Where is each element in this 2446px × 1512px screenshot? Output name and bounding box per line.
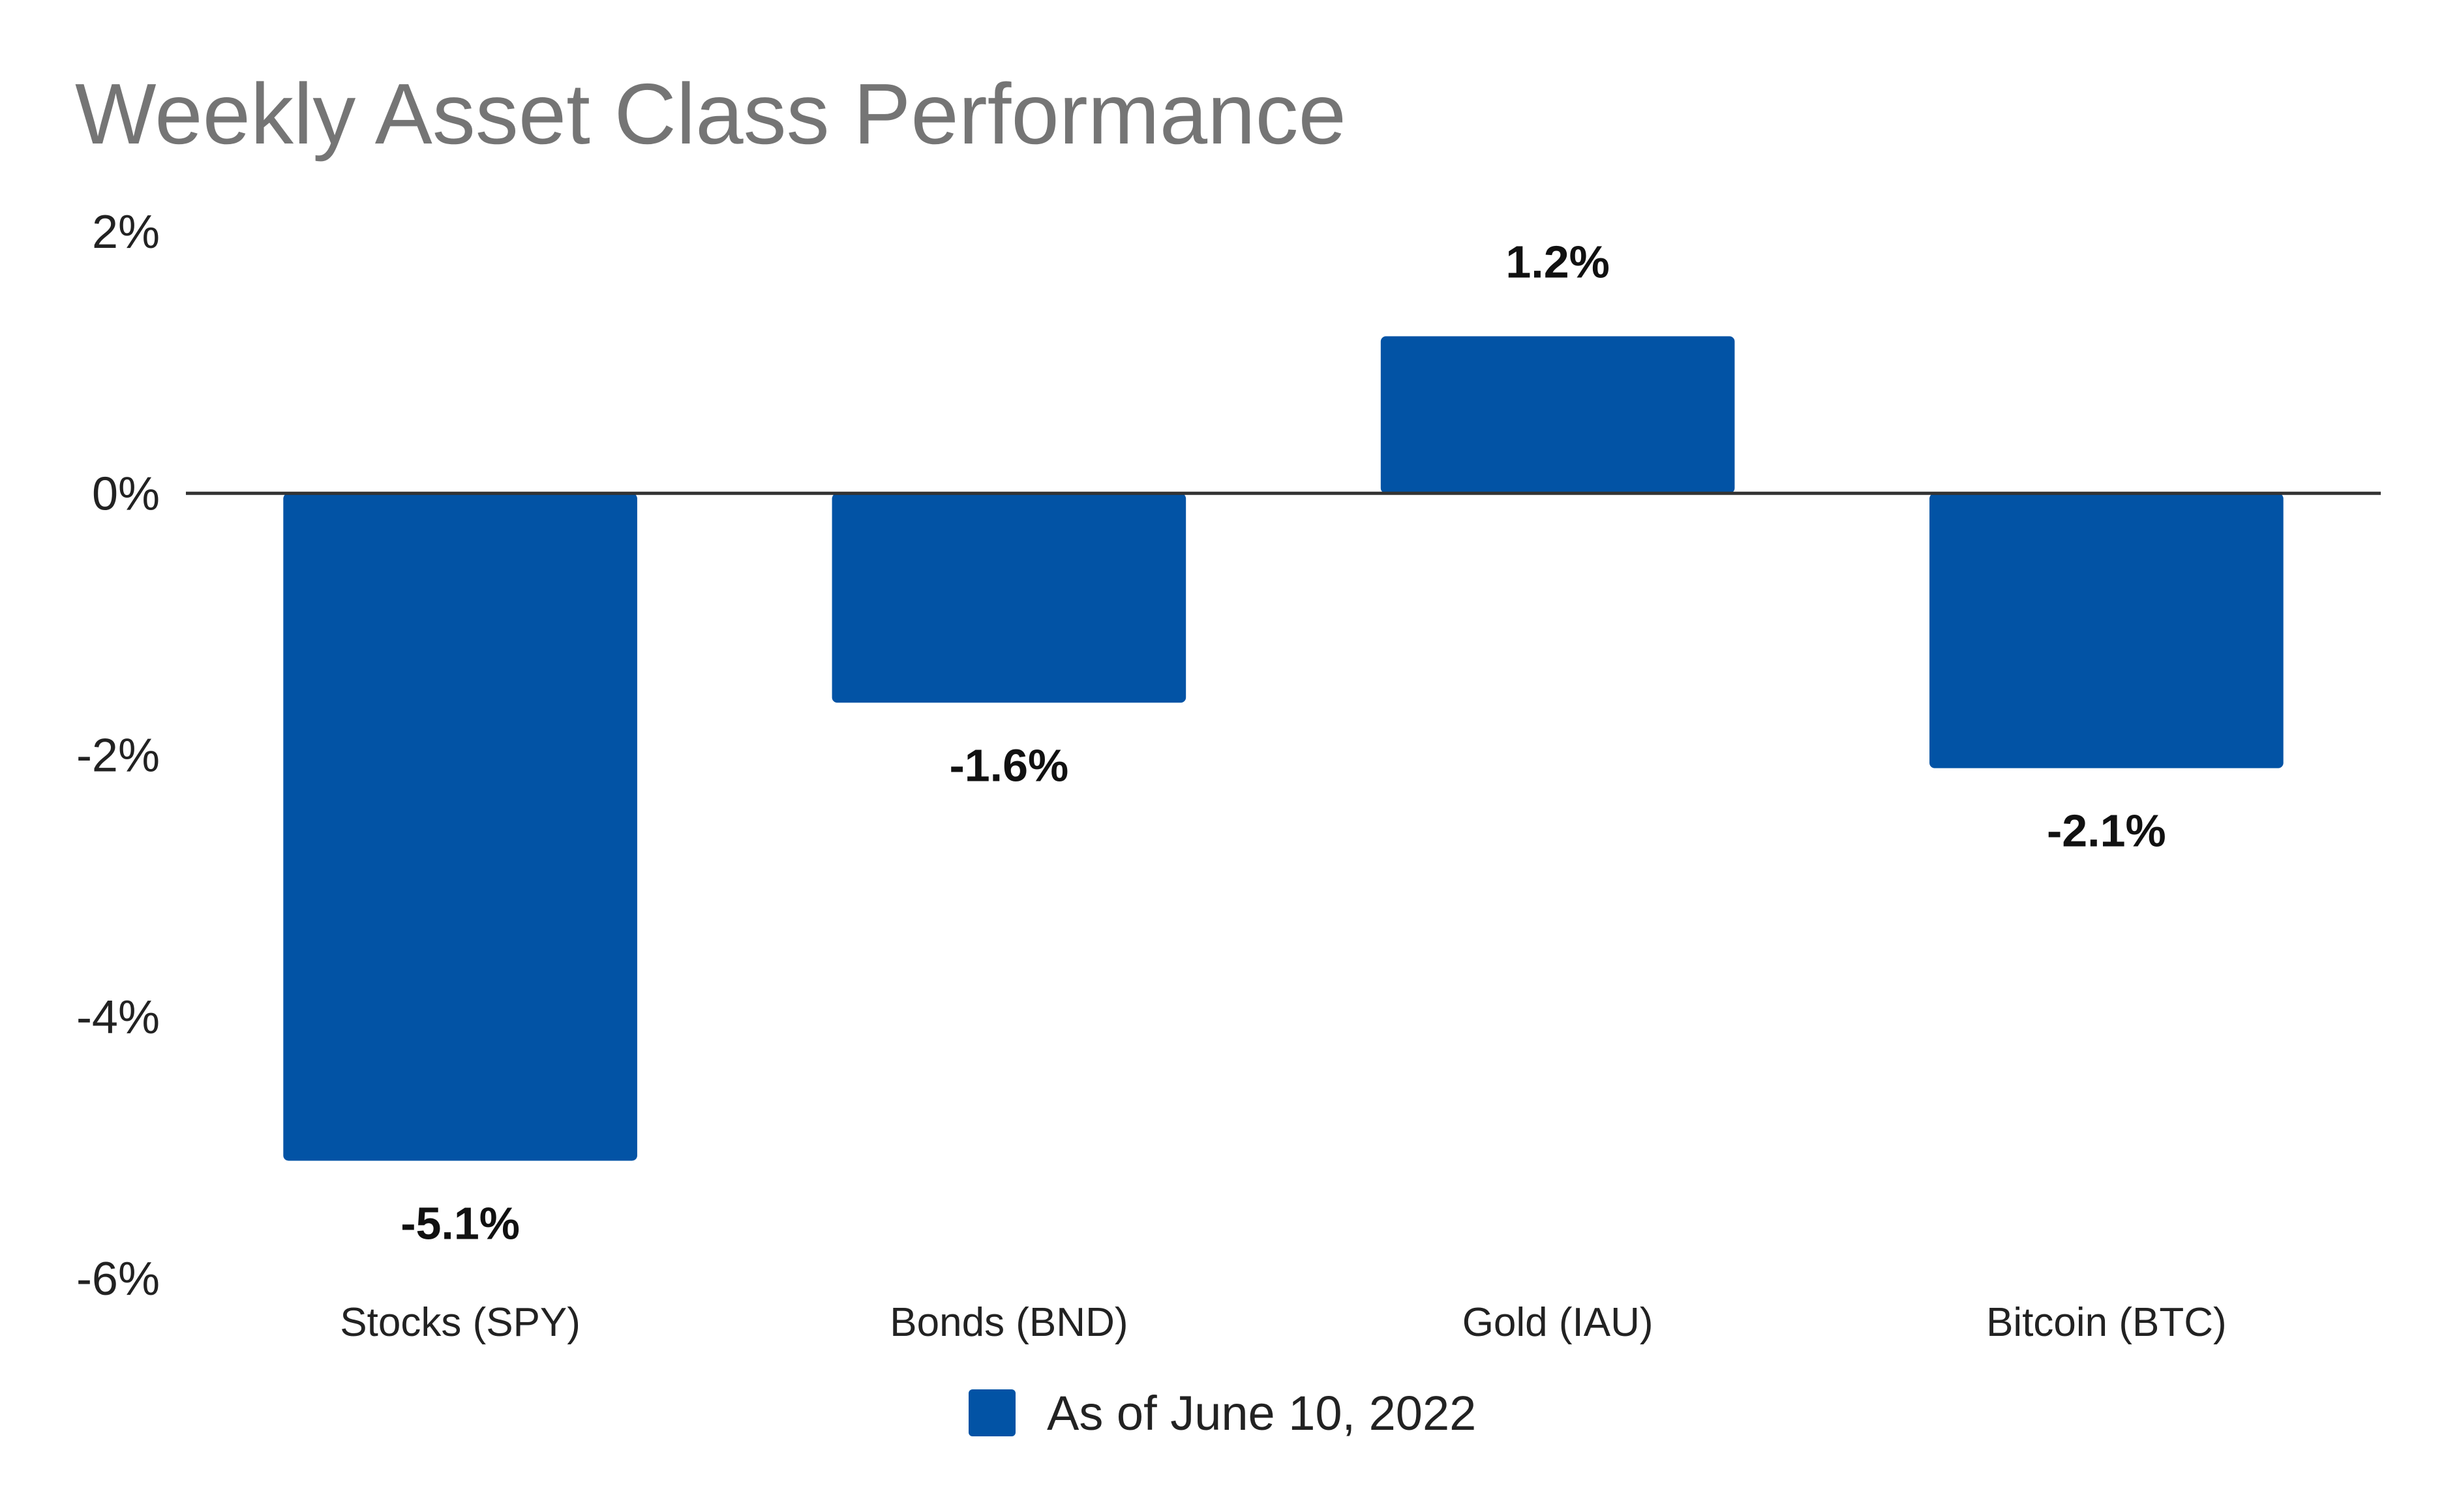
data-label: 1.2% xyxy=(1505,237,1610,288)
x-tick-label: Stocks (SPY) xyxy=(340,1300,581,1345)
y-tick-label: -2% xyxy=(76,730,160,782)
x-axis-category-labels: Stocks (SPY) Bonds (BND) Gold (IAU) Bitcoin… xyxy=(340,1300,2226,1345)
x-tick-label: Bitcoin (BTC) xyxy=(1986,1300,2227,1345)
data-label: -5.1% xyxy=(400,1198,520,1248)
bar xyxy=(1380,336,1735,494)
y-axis-ticks: 2% 0% -2% -4% -6% xyxy=(76,206,160,1305)
bar xyxy=(283,493,637,1161)
bars-group xyxy=(283,336,2284,1161)
data-labels-group: -5.1% -1.6% 1.2% -2.1% xyxy=(400,237,2166,1249)
legend: As of June 10, 2022 xyxy=(969,1386,1476,1440)
x-tick-label: Bonds (BND) xyxy=(890,1300,1128,1345)
legend-swatch xyxy=(969,1389,1016,1436)
y-tick-label: 2% xyxy=(92,206,160,258)
x-tick-label: Gold (IAU) xyxy=(1462,1300,1653,1345)
data-label: -2.1% xyxy=(2047,806,2166,856)
bar xyxy=(1929,493,2284,768)
bar xyxy=(832,493,1186,703)
y-tick-label: 0% xyxy=(92,468,160,520)
legend-label: As of June 10, 2022 xyxy=(1047,1386,1476,1440)
y-tick-label: -6% xyxy=(76,1253,160,1305)
data-label: -1.6% xyxy=(949,740,1068,791)
chart-title: Weekly Asset Class Performance xyxy=(75,66,1346,162)
y-tick-label: -4% xyxy=(76,991,160,1044)
